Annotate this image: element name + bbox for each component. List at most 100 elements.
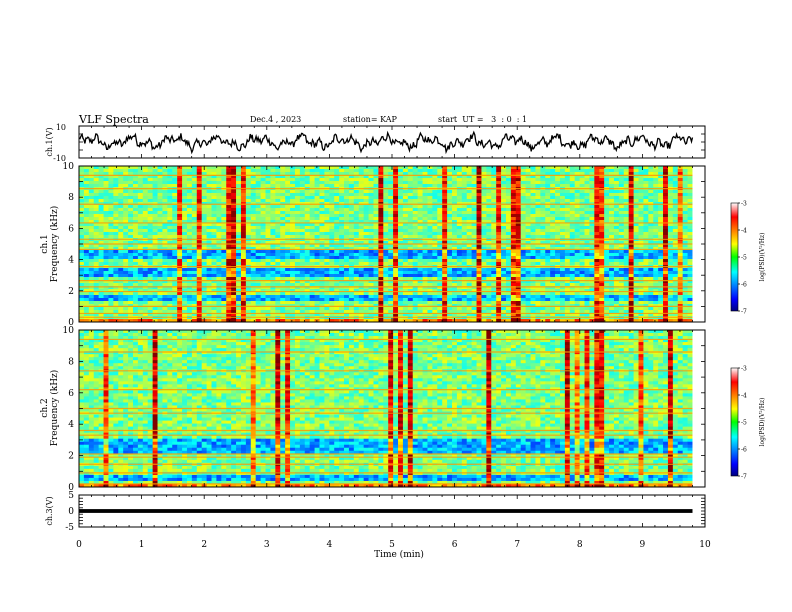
spectrogram-cell — [299, 220, 306, 224]
spectrogram-cell — [491, 262, 497, 266]
spectrogram-cell — [221, 232, 227, 236]
spectrogram-cell — [103, 214, 109, 218]
spectrogram-cell — [501, 199, 507, 203]
spectrogram-cell — [324, 181, 330, 185]
spectrogram-cell — [83, 169, 90, 173]
spectrogram-cell — [98, 199, 104, 203]
spectrogram-cell — [599, 247, 605, 251]
spectrogram-cell — [309, 226, 315, 230]
spectrogram-cell — [623, 223, 630, 227]
spectrogram-cell — [167, 199, 173, 203]
spectrogram-cell — [623, 193, 630, 197]
spectrogram-cell — [604, 193, 610, 197]
spectrogram-cell — [113, 247, 119, 251]
spectrogram-cell — [417, 256, 423, 260]
spectrogram-cell — [255, 208, 261, 212]
spectrogram-cell — [363, 280, 369, 284]
spectrogram-cell — [98, 193, 104, 197]
spectrogram-cell — [147, 196, 154, 200]
spectrogram-cell — [221, 259, 227, 263]
spectrogram-cell — [137, 208, 144, 212]
spectrogram-cell — [216, 220, 222, 224]
spectrogram-cell — [609, 223, 615, 227]
spectrogram-cell — [201, 169, 208, 173]
spectrogram-cell — [540, 262, 546, 266]
spectrogram-cell — [157, 259, 163, 263]
spectrogram-cell — [236, 172, 242, 176]
spectrogram-cell — [412, 217, 419, 221]
spectrogram-cell — [672, 217, 679, 221]
spectrogram-cell — [177, 268, 183, 272]
spectrogram-cell — [476, 178, 482, 182]
spectrogram-cell — [638, 277, 644, 281]
spectrogram-cell — [540, 181, 546, 185]
spectrogram-cell — [221, 244, 227, 248]
spectrogram-cell — [157, 199, 163, 203]
spectrogram-cell — [481, 253, 487, 257]
spectrogram-cell — [427, 226, 433, 230]
spectrogram-cell — [186, 205, 193, 209]
spectrogram-cell — [461, 250, 468, 254]
spectrogram-cell — [245, 256, 252, 260]
spectrogram-cell — [530, 190, 536, 194]
spectrogram-cell — [79, 229, 85, 233]
spectrogram-cell — [250, 223, 257, 227]
spectrogram-cell — [162, 277, 168, 281]
spectrogram-cell — [128, 175, 134, 179]
spectrogram-cell — [255, 241, 261, 245]
spectrogram-cell — [206, 244, 212, 248]
spectrogram-cell — [201, 217, 208, 221]
spectrogram-cell — [373, 217, 379, 221]
spectrogram-cell — [599, 268, 605, 272]
spectrogram-cell — [162, 178, 168, 182]
spectrogram-cell — [83, 268, 90, 272]
spectrogram-cell — [123, 205, 129, 209]
spectrogram-cell — [574, 229, 580, 233]
spectrogram-cell — [334, 208, 340, 212]
spectrogram-cell — [240, 241, 247, 245]
spectrogram-cell — [486, 250, 492, 254]
spectrogram-cell — [177, 217, 183, 221]
spectrogram-cell — [142, 268, 149, 272]
spectrogram-cell — [309, 190, 315, 194]
spectrogram-cell — [98, 241, 104, 245]
spectrogram-cell — [594, 196, 600, 200]
spectrogram-cell — [79, 166, 85, 170]
spectrogram-cell — [613, 181, 620, 185]
spectrogram-cell — [285, 220, 291, 224]
spectrogram-cell — [623, 214, 630, 218]
spectrogram-cell — [579, 214, 585, 218]
spectrogram-cell — [510, 274, 517, 278]
spectrogram-cell — [667, 247, 674, 251]
spectrogram-cell — [658, 205, 664, 209]
spectrogram-cell — [520, 217, 527, 221]
spectrogram-cell — [152, 268, 158, 272]
spectrogram-cell — [265, 244, 271, 248]
spectrogram-cell — [319, 205, 325, 209]
spectrogram-cell — [510, 193, 517, 197]
spectrogram-cell — [240, 181, 247, 185]
spectrogram-cell — [515, 169, 522, 173]
spectrogram-cell — [231, 271, 237, 275]
spectrogram-cell — [471, 220, 477, 224]
spectrogram-cell — [304, 268, 311, 272]
spectrogram-cell — [368, 199, 374, 203]
spectrogram-cell — [167, 190, 173, 194]
spectrogram-cell — [491, 229, 497, 233]
spectrogram-cell — [604, 178, 610, 182]
spectrogram-cell — [407, 169, 414, 173]
spectrogram-cell — [103, 235, 109, 239]
spectrogram-cell — [275, 169, 281, 173]
spectrogram-cell — [555, 271, 561, 275]
spectrogram-cell — [658, 217, 664, 221]
spectrogram-cell — [196, 271, 203, 275]
spectrogram-cell — [550, 223, 556, 227]
spectrogram-cell — [290, 178, 296, 182]
spectrogram-cell — [265, 235, 271, 239]
spectrogram-cell — [623, 169, 630, 173]
spectrogram-cell — [609, 271, 615, 275]
spectrogram-cell — [535, 280, 541, 284]
spectrogram-cell — [152, 193, 158, 197]
spectrogram-cell — [476, 241, 482, 245]
spectrogram-cell — [471, 244, 477, 248]
